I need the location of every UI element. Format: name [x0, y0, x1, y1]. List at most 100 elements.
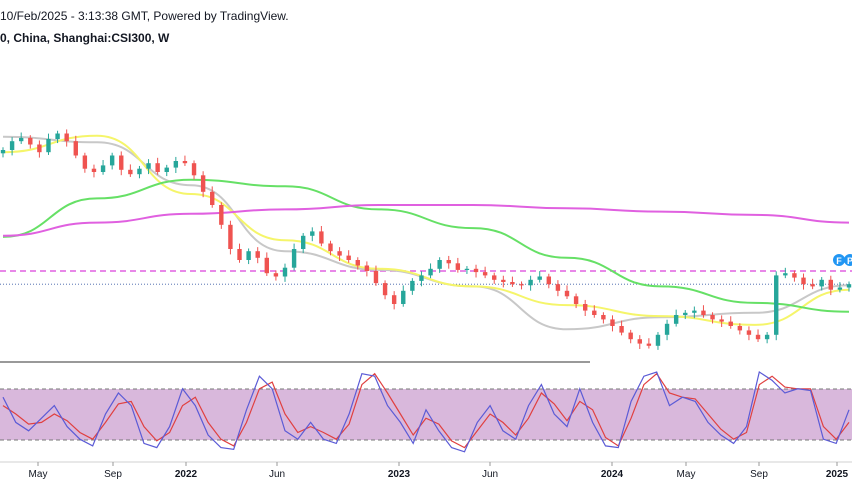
candle-body: [819, 279, 824, 287]
candle-body: [164, 167, 169, 172]
candle-body: [564, 290, 570, 297]
stochastic-d-line: [2, 372, 850, 449]
candle: [237, 243, 242, 263]
candle-body: [401, 290, 406, 304]
candle: [300, 233, 306, 254]
candle-body: [73, 141, 78, 156]
candle-body: [664, 323, 670, 335]
candle-body: [737, 326, 743, 331]
candle-body: [282, 267, 288, 277]
candle: [28, 135, 33, 149]
candle-body: [64, 133, 69, 142]
candle-body: [510, 282, 515, 285]
candle-body: [191, 163, 197, 176]
candle: [146, 159, 151, 175]
candle: [774, 271, 779, 341]
candle-body: [573, 296, 579, 304]
candle: [446, 255, 451, 269]
event-markers[interactable]: F P: [833, 254, 852, 266]
candle: [710, 312, 715, 324]
candle-body: [646, 343, 652, 346]
candle-body: [246, 251, 251, 260]
candle: [264, 252, 270, 276]
candle: [255, 247, 260, 264]
candle-body: [619, 326, 624, 333]
candle: [37, 140, 42, 158]
candle: [764, 332, 770, 344]
candle-body: [346, 255, 351, 260]
marker-flag-1[interactable]: [833, 254, 845, 266]
candle: [482, 266, 488, 279]
candle: [828, 275, 834, 296]
candle-body: [555, 284, 561, 291]
candle: [82, 152, 88, 173]
candle: [519, 281, 524, 290]
candle-body: [228, 224, 233, 249]
candle: [792, 270, 797, 282]
candle-body: [482, 272, 488, 276]
candle: [701, 305, 706, 318]
candle-body: [783, 273, 788, 276]
candle: [419, 271, 424, 287]
candle: [128, 164, 133, 177]
candle: [746, 326, 752, 341]
candle-body: [28, 137, 33, 145]
candle-body: [364, 265, 370, 271]
candle: [73, 135, 78, 159]
stochastic-lines: [2, 371, 850, 453]
candle: [755, 329, 761, 342]
candle-body: [9, 141, 15, 150]
candle: [501, 275, 506, 288]
candle: [492, 272, 497, 284]
candle: [282, 263, 288, 282]
candle: [455, 257, 461, 273]
candle-body: [701, 310, 706, 315]
candle: [810, 278, 815, 290]
candle: [137, 165, 142, 179]
candle-body: [328, 243, 333, 252]
candle-body: [109, 155, 115, 166]
candle: [100, 160, 106, 175]
candle-body: [310, 231, 315, 236]
candle-body: [291, 249, 297, 268]
candle-body: [55, 133, 60, 139]
candle-body: [219, 205, 224, 225]
candle-body: [628, 332, 633, 340]
candle: [64, 129, 69, 147]
candle-body: [355, 260, 360, 266]
candle: [46, 133, 51, 155]
candle: [819, 277, 824, 291]
stochastic-band: [0, 389, 852, 440]
candle: [628, 329, 633, 344]
candle-body: [437, 260, 442, 269]
candle-body: [755, 334, 761, 340]
candle-body: [391, 295, 397, 304]
candle: [164, 164, 169, 177]
candle: [55, 130, 60, 144]
candle: [564, 285, 570, 300]
marker-flag-1-label: F: [836, 256, 842, 266]
candle-body: [273, 273, 279, 277]
candle-body: [774, 275, 779, 335]
candle: [510, 276, 515, 287]
candle: [337, 247, 342, 261]
candle: [582, 299, 588, 316]
candle: [473, 264, 479, 278]
candle: [737, 323, 743, 335]
candle-body: [464, 268, 470, 270]
candle: [692, 306, 697, 319]
candle: [637, 335, 642, 349]
candle-body: [373, 271, 379, 284]
candle-body: [300, 235, 306, 249]
chart-timestamp: 10/Feb/2025 - 3:13:38 GMT, Powered by Tr…: [0, 9, 289, 23]
candle-body: [655, 334, 661, 346]
stochastic-k-line: [2, 371, 850, 453]
marker-flag-2-label: P: [847, 256, 852, 266]
candle: [391, 291, 397, 310]
candle: [173, 156, 179, 173]
candle-body: [492, 275, 497, 280]
candle: [191, 160, 197, 180]
candle: [619, 320, 624, 336]
candle-body: [692, 310, 697, 313]
marker-flag-2[interactable]: [844, 254, 852, 266]
